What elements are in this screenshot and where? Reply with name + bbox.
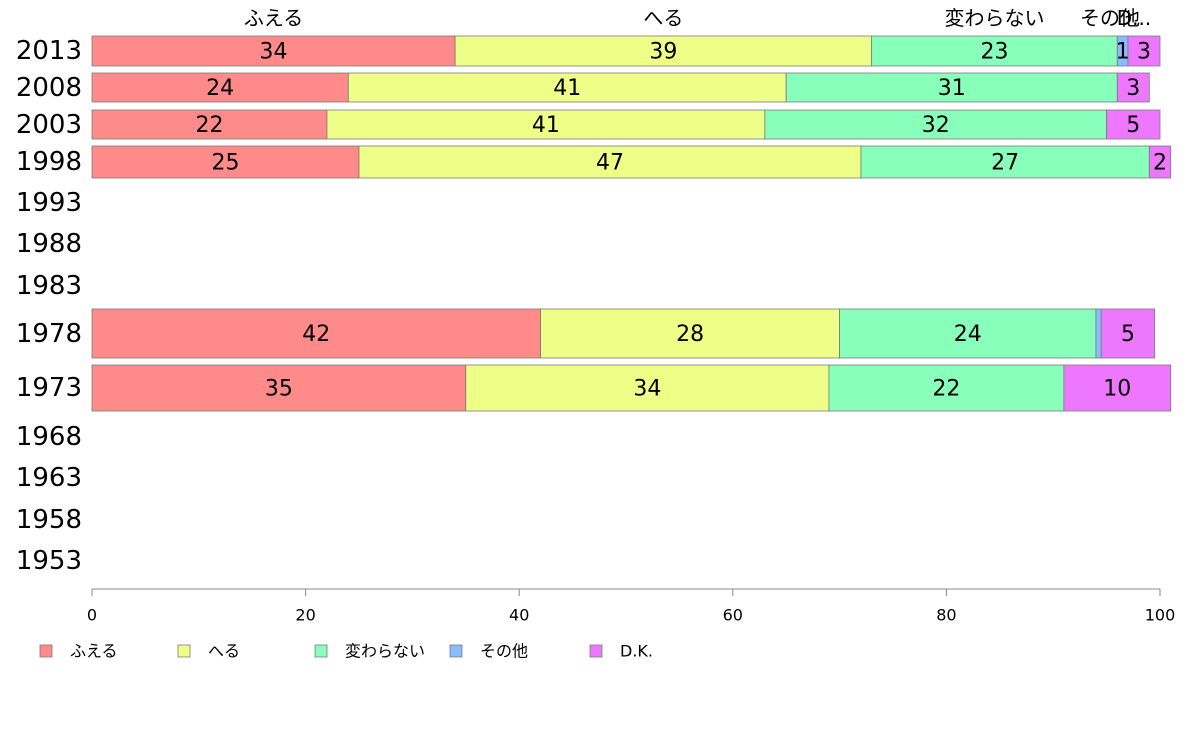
value-label-1998-series-4: 2 [1153, 151, 1167, 176]
category-label-1963: 1963 [16, 463, 82, 493]
value-label-2013-series-1: 39 [649, 40, 677, 65]
value-label-1998-series-2: 27 [991, 151, 1019, 176]
bar-1978-series-4 [1100, 308, 1156, 359]
value-label-2003-series-0: 22 [195, 113, 223, 138]
legend-label-2: 変わらない [345, 642, 425, 661]
bar-2008-series-2 [785, 72, 1118, 103]
legend-label-1: へる [208, 642, 240, 661]
category-label-2003: 2003 [16, 110, 82, 140]
legend-label-0: ふえる [70, 642, 118, 661]
value-label-2003-series-4: 5 [1126, 113, 1140, 138]
x-tick-label-60: 60 [723, 606, 743, 625]
value-label-2008-series-2: 31 [938, 76, 966, 101]
legend-swatch-0 [39, 644, 53, 658]
top-label-2: 変わらない [944, 6, 1044, 30]
category-label-2008: 2008 [16, 73, 82, 103]
legend-label-3: その他 [480, 642, 528, 661]
legend-swatch-4 [589, 644, 603, 658]
bar-2003-series-1 [326, 109, 766, 140]
top-label-0: ふえる [244, 6, 303, 30]
value-label-1973-series-4: 10 [1103, 377, 1131, 402]
value-label-1973-series-0: 35 [265, 377, 293, 402]
value-label-1978-series-2: 24 [954, 322, 982, 347]
x-tick-label-20: 20 [295, 606, 315, 625]
bar-2013-series-2 [871, 35, 1118, 67]
top-label-1: へる [643, 6, 683, 30]
bar-2003-series-2 [764, 109, 1108, 140]
value-label-1978-series-4: 5 [1121, 322, 1135, 347]
category-label-1978: 1978 [16, 319, 82, 349]
value-label-1978-series-1: 28 [676, 322, 704, 347]
bar-1998-series-1 [358, 145, 862, 179]
bar-2003-series-4 [1106, 109, 1161, 140]
x-tick-label-40: 40 [509, 606, 529, 625]
value-label-2013-series-2: 23 [980, 40, 1008, 65]
value-label-1973-series-2: 22 [932, 377, 960, 402]
value-label-1973-series-1: 34 [633, 377, 661, 402]
value-label-1998-series-0: 25 [212, 151, 240, 176]
bar-1973-series-4 [1063, 364, 1172, 412]
bar-2003-series-0 [91, 109, 328, 140]
legend-swatch-2 [314, 644, 328, 658]
bar-2013-series-1 [454, 35, 873, 67]
bar-1998-series-2 [860, 145, 1150, 179]
category-label-1953: 1953 [16, 546, 82, 576]
bar-2008-series-1 [347, 72, 787, 103]
bar-1978-series-2 [839, 308, 1097, 359]
category-label-1983: 1983 [16, 271, 82, 301]
bar-1973-series-2 [828, 364, 1065, 412]
bar-1973-series-0 [91, 364, 467, 412]
bar-1978-series-3 [1095, 308, 1102, 359]
bar-2008-series-4 [1116, 72, 1150, 103]
category-label-1958: 1958 [16, 505, 82, 535]
category-label-1998: 1998 [16, 147, 82, 177]
value-label-2013-series-3: 1 [1116, 40, 1130, 65]
bar-1978-series-1 [540, 308, 841, 359]
value-label-2003-series-2: 32 [922, 113, 950, 138]
legend-swatch-3 [449, 644, 463, 658]
bar-1978-series-0 [91, 308, 541, 359]
category-label-1968: 1968 [16, 422, 82, 452]
category-label-1988: 1988 [16, 229, 82, 259]
category-label-2013: 2013 [16, 36, 82, 66]
value-label-2008-series-1: 41 [553, 76, 581, 101]
bar-2013-series-0 [91, 35, 456, 67]
x-tick-label-80: 80 [936, 606, 956, 625]
bar-1998-series-4 [1148, 145, 1172, 179]
value-label-2008-series-4: 3 [1126, 76, 1140, 101]
category-label-1993: 1993 [16, 188, 82, 218]
value-label-1998-series-1: 47 [596, 151, 624, 176]
value-label-2003-series-1: 41 [532, 113, 560, 138]
x-tick-label-100: 100 [1145, 606, 1176, 625]
category-label-1973: 1973 [16, 373, 82, 403]
bar-2008-series-0 [91, 72, 349, 103]
top-label-3: その他 [1080, 6, 1140, 30]
bar-1998-series-0 [91, 145, 360, 179]
x-tick-label-0: 0 [87, 606, 97, 625]
bar-2013-series-4 [1127, 35, 1161, 67]
top-label-4: D... [1117, 6, 1151, 30]
value-label-1978-series-0: 42 [302, 322, 330, 347]
value-label-2008-series-0: 24 [206, 76, 234, 101]
legend-label-4: D.K. [620, 642, 653, 661]
value-label-2013-series-0: 34 [260, 40, 288, 65]
legend-swatch-1 [177, 644, 191, 658]
value-label-2013-series-4: 3 [1137, 40, 1151, 65]
